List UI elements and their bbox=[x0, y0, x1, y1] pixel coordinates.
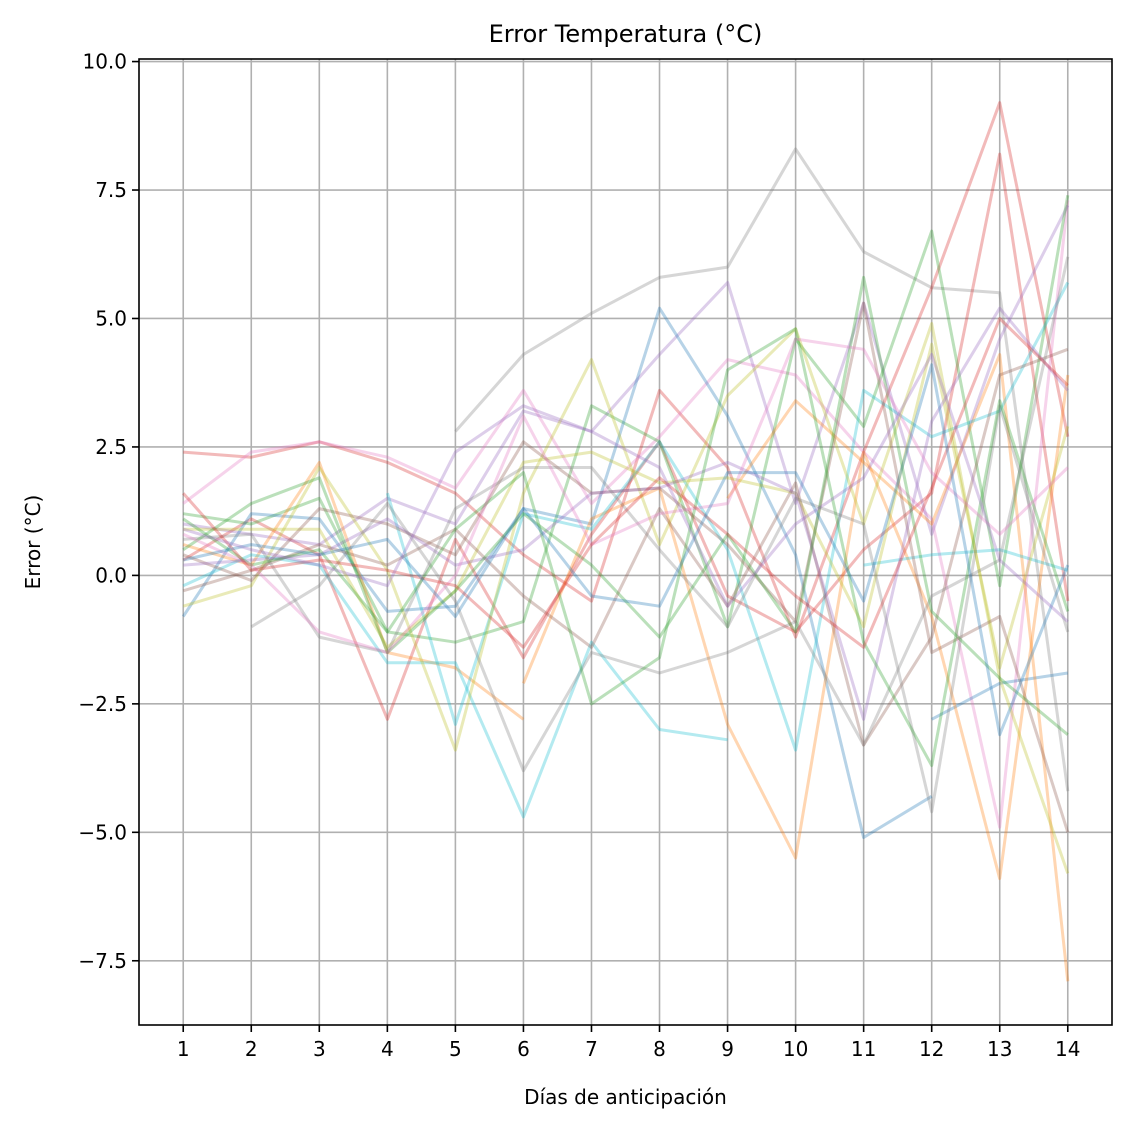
series-line bbox=[183, 342, 1070, 670]
x-tick-label: 14 bbox=[1055, 1037, 1080, 1061]
series-line bbox=[863, 548, 1069, 572]
y-tick-label: 5.0 bbox=[95, 306, 127, 330]
series-line bbox=[182, 275, 1069, 736]
y-tick-label: 2.5 bbox=[95, 435, 127, 459]
series-line bbox=[182, 322, 1070, 874]
series-line bbox=[182, 317, 1069, 649]
series-line bbox=[183, 101, 1070, 639]
x-tick-label: 10 bbox=[783, 1037, 808, 1061]
series-line bbox=[182, 194, 1070, 644]
series-line bbox=[182, 347, 1069, 747]
x-axis-label: Días de anticipación bbox=[524, 1085, 727, 1109]
series-layer bbox=[181, 101, 1070, 982]
plot-background bbox=[139, 59, 1112, 1025]
x-tick-label: 6 bbox=[517, 1037, 530, 1061]
series-line bbox=[930, 671, 1069, 721]
series-line bbox=[182, 363, 1070, 737]
x-tick-label: 5 bbox=[449, 1037, 462, 1061]
series-line bbox=[385, 281, 1070, 752]
x-tick-label: 8 bbox=[653, 1037, 666, 1061]
series-line bbox=[454, 147, 1070, 792]
series-line bbox=[250, 256, 1070, 773]
series-line bbox=[183, 404, 1070, 814]
series-line bbox=[182, 200, 1070, 829]
x-tick-label: 2 bbox=[245, 1037, 258, 1061]
series-line bbox=[726, 353, 1070, 982]
series-line bbox=[182, 353, 1069, 623]
y-tick-label: 0.0 bbox=[95, 563, 127, 587]
y-axis: −7.5 −5.0 −2.5 0.0 2.5 5.0 7.5 10.0 bbox=[78, 50, 139, 973]
y-tick-label: 7.5 bbox=[95, 178, 127, 202]
plot-frame bbox=[138, 58, 1113, 1026]
grid bbox=[139, 59, 1112, 1025]
series-line bbox=[182, 301, 1070, 833]
chart-title: Error Temperatura (°C) bbox=[489, 20, 763, 48]
x-tick-label: 4 bbox=[381, 1037, 394, 1061]
series-line bbox=[182, 337, 1069, 654]
series-line bbox=[522, 374, 1070, 881]
y-tick-label: −5.0 bbox=[78, 820, 127, 844]
series-line bbox=[182, 460, 525, 721]
x-tick-label: 1 bbox=[177, 1037, 190, 1061]
series-line bbox=[182, 204, 1070, 547]
x-tick-label: 3 bbox=[313, 1037, 326, 1061]
x-tick-label: 11 bbox=[851, 1037, 876, 1061]
series-line bbox=[182, 152, 1070, 721]
x-tick-label: 12 bbox=[919, 1037, 944, 1061]
series-line bbox=[182, 553, 728, 819]
x-axis: 1 2 3 4 5 6 7 8 9 10 11 12 13 14 bbox=[177, 1025, 1080, 1061]
series-line bbox=[182, 327, 1070, 767]
y-tick-label: 10.0 bbox=[82, 50, 127, 74]
series-line bbox=[183, 306, 1069, 721]
series-line bbox=[181, 306, 933, 839]
y-tick-label: −7.5 bbox=[78, 949, 127, 973]
x-tick-label: 13 bbox=[987, 1037, 1012, 1061]
x-tick-label: 7 bbox=[585, 1037, 598, 1061]
y-axis-label: Error (°C) bbox=[21, 495, 45, 590]
y-tick-label: −2.5 bbox=[78, 692, 127, 716]
x-tick-label: 9 bbox=[721, 1037, 734, 1061]
